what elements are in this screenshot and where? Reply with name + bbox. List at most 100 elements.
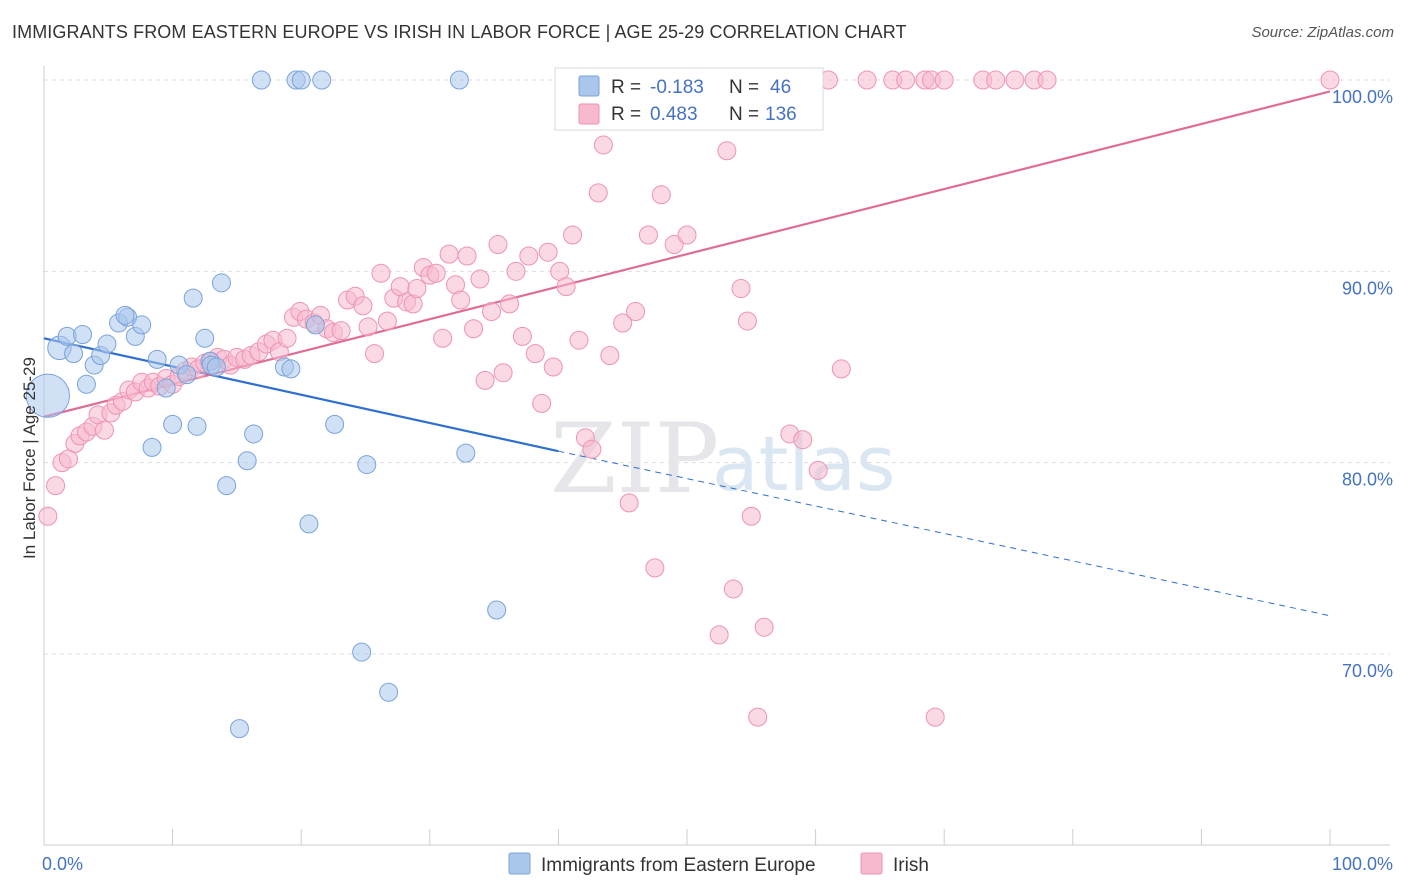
point-series0-45: [487, 600, 507, 620]
legend-swatch-irish: [578, 103, 600, 125]
point-series1-70: [488, 235, 508, 255]
legend-r-label-1: R =: [611, 77, 641, 98]
bottom-legend: Immigrants from Eastern Europe Irish: [508, 852, 929, 876]
legend-n-value-1: 46: [770, 77, 791, 98]
y-tick-label-100: 100.0%: [1332, 87, 1393, 107]
point-series1-109: [741, 506, 761, 526]
point-series1-57: [407, 279, 427, 299]
point-series1-115: [793, 430, 813, 450]
point-series1-75: [519, 246, 539, 266]
point-series0-16: [156, 378, 176, 398]
x-tick-label-max: 100.0%: [1332, 854, 1393, 874]
y-tick-labels: 70.0% 80.0% 90.0% 100.0%: [1332, 87, 1393, 681]
point-series1-45: [331, 321, 351, 341]
point-series0-13: [132, 315, 152, 335]
point-series0-29: [237, 451, 257, 471]
point-series1-129: [1005, 70, 1025, 90]
point-series1-69: [482, 302, 502, 322]
point-series0-33: [281, 359, 301, 379]
point-series1-108: [737, 311, 757, 331]
point-series1-62: [439, 244, 459, 264]
point-series0-26: [211, 273, 231, 293]
legend-frame: [554, 67, 824, 131]
watermark: ZIP atlas: [550, 403, 896, 515]
point-series0-8: [97, 334, 117, 354]
point-series1-82: [563, 225, 583, 245]
point-series0-28: [229, 719, 249, 739]
point-series1-92: [626, 302, 646, 322]
point-series1-79: [543, 357, 563, 377]
point-series0-15: [147, 349, 167, 369]
point-series1-51: [371, 263, 391, 283]
point-series1-106: [723, 579, 743, 599]
point-series1-122: [896, 70, 916, 90]
point-series0-41: [357, 455, 377, 475]
bottom-legend-swatch-irish: [860, 852, 883, 875]
legend-n-label-1: N =: [729, 77, 759, 98]
point-series0-37: [305, 315, 325, 335]
point-series0-17: [163, 414, 183, 434]
point-series1-83: [569, 330, 589, 350]
point-series1-98: [664, 235, 684, 255]
axes: [43, 66, 1390, 846]
point-series0-31: [251, 70, 271, 90]
point-series1-73: [506, 261, 526, 281]
point-series1-125: [925, 707, 945, 727]
legend-r-label-2: R =: [611, 104, 641, 125]
legend-swatch-eastern-europe: [578, 75, 600, 97]
point-series1-77: [532, 393, 552, 413]
legend-r-value-2: 0.483: [650, 104, 698, 125]
point-series0-21: [187, 416, 207, 436]
point-series1-65: [457, 246, 477, 266]
point-series0-38: [312, 70, 332, 90]
y-tick-label-90: 90.0%: [1342, 278, 1393, 298]
point-series0-39: [325, 414, 345, 434]
point-series1-90: [613, 313, 633, 333]
point-series1-81: [556, 277, 576, 297]
point-series0-14: [142, 437, 162, 457]
point-series1-94: [638, 225, 658, 245]
point-series0-40: [352, 642, 372, 662]
point-series0-3: [64, 344, 84, 364]
point-series1-104: [709, 625, 729, 645]
point-series1-96: [651, 185, 671, 205]
point-series1-107: [731, 279, 751, 299]
point-series1-52: [377, 311, 397, 331]
point-series1-91: [619, 493, 639, 513]
point-series1-87: [593, 135, 613, 155]
x-tick-labels: 0.0% 100.0%: [42, 854, 1393, 874]
point-series0-42: [379, 682, 399, 702]
trend-line-0: [43, 337, 559, 453]
point-series1-48: [353, 296, 373, 316]
point-series0-36: [299, 514, 319, 534]
legend-box: R = -0.183 N = 46 R = 0.483 N = 136: [554, 67, 824, 131]
point-series0-22: [195, 328, 215, 348]
point-series1-9: [94, 420, 114, 440]
point-series0-20: [183, 288, 203, 308]
legend-r-value-1: -0.183: [650, 77, 704, 98]
point-series1-0: [38, 506, 58, 526]
point-series0-19: [177, 365, 197, 385]
trend-lines: [43, 90, 1331, 617]
point-series1-100: [677, 225, 697, 245]
point-series0-35: [291, 70, 311, 90]
point-series0-30: [244, 424, 264, 444]
point-series1-71: [493, 363, 513, 383]
point-series1-72: [500, 294, 520, 314]
x-tick-label-min: 0.0%: [42, 854, 83, 874]
point-series1-132: [1320, 70, 1340, 90]
point-series1-66: [464, 319, 484, 339]
point-series1-119: [831, 359, 851, 379]
bottom-legend-label-irish: Irish: [893, 855, 929, 876]
point-series0-43: [449, 70, 469, 90]
legend-n-value-2: 136: [765, 104, 797, 125]
point-series1-76: [525, 344, 545, 364]
bottom-legend-label-eastern-europe: Immigrants from Eastern Europe: [541, 855, 816, 876]
point-series0-5: [76, 374, 96, 394]
point-series0-4: [73, 324, 93, 344]
point-series1-105: [717, 141, 737, 161]
point-series0-27: [217, 476, 237, 496]
bottom-legend-swatch-eastern-europe: [508, 852, 531, 875]
point-series0-0: [25, 373, 70, 418]
